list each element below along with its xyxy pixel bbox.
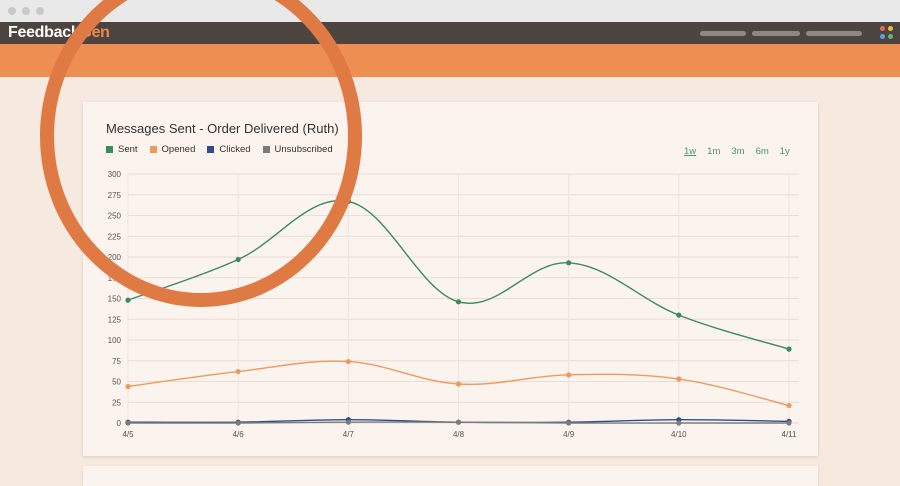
data-point-unsubscribed xyxy=(676,420,682,426)
y-tick-label: 75 xyxy=(112,357,121,366)
legend-swatch-unsubscribed xyxy=(262,146,270,153)
y-tick-label: 300 xyxy=(108,170,122,179)
nav-item-3[interactable] xyxy=(806,31,862,36)
data-point-unsubscribed xyxy=(786,420,792,426)
data-point-opened xyxy=(455,381,462,387)
data-point-opened xyxy=(345,358,351,365)
sub-header-bar xyxy=(0,44,900,77)
data-point-opened xyxy=(676,376,682,382)
legend-swatch-sent xyxy=(106,146,113,153)
legend-label-unsubscribed: Unsubscribed xyxy=(274,144,333,155)
y-tick-label: 225 xyxy=(108,232,122,241)
window-close-dot[interactable] xyxy=(8,7,16,15)
range-1w[interactable]: 1w xyxy=(684,146,697,157)
legend-item-opened[interactable]: Opened xyxy=(149,144,196,155)
data-point-unsubscribed xyxy=(345,419,351,425)
data-point-opened xyxy=(566,372,572,378)
nav-item-2[interactable] xyxy=(752,31,800,36)
data-point-unsubscribed xyxy=(125,420,131,426)
x-tick-label: 4/6 xyxy=(233,430,245,439)
legend-item-unsubscribed[interactable]: Unsubscribed xyxy=(262,144,333,155)
chart-card xyxy=(83,102,818,456)
y-tick-label: 150 xyxy=(108,295,122,304)
chart-legend: Sent Opened Clicked Unsubscribed xyxy=(106,144,333,155)
range-1m[interactable]: 1m xyxy=(707,146,721,157)
window-minimize-dot[interactable] xyxy=(22,7,30,15)
y-tick-label: 0 xyxy=(117,419,122,428)
data-point-sent xyxy=(676,312,682,318)
x-tick-label: 4/9 xyxy=(563,430,575,439)
data-point-sent xyxy=(786,346,792,352)
y-tick-label: 25 xyxy=(112,398,121,407)
data-point-sent xyxy=(566,260,572,266)
legend-item-sent[interactable]: Sent xyxy=(106,144,138,155)
y-tick-label: 175 xyxy=(108,274,122,283)
y-tick-label: 100 xyxy=(108,336,122,345)
legend-item-clicked[interactable]: Clicked xyxy=(207,144,251,155)
apps-grid-icon[interactable] xyxy=(880,26,894,40)
y-tick-label: 200 xyxy=(108,253,122,262)
data-point-sent xyxy=(125,297,131,303)
x-tick-label: 4/8 xyxy=(453,430,465,439)
x-tick-label: 4/7 xyxy=(343,430,355,439)
x-tick-label: 4/11 xyxy=(782,430,798,439)
legend-label-opened: Opened xyxy=(161,144,196,155)
logo-text-accent: Gen xyxy=(79,24,110,41)
data-point-opened xyxy=(125,383,131,390)
data-point-unsubscribed xyxy=(566,420,572,426)
line-chart: 0 25 50 75 100 125 150 175 200 225 250 275 300 4/5 4/6… xyxy=(108,170,799,439)
range-3m[interactable]: 3m xyxy=(731,146,745,157)
nav-item-1[interactable] xyxy=(700,31,746,36)
data-point-opened xyxy=(786,402,792,409)
y-tick-label: 50 xyxy=(112,378,121,387)
data-point-opened xyxy=(235,368,241,375)
data-point-sent xyxy=(455,299,462,305)
x-tick-label: 4/5 xyxy=(122,430,134,439)
data-point-sent xyxy=(345,198,351,204)
y-tick-label: 275 xyxy=(108,191,122,200)
legend-label-sent: Sent xyxy=(118,144,138,155)
range-6m[interactable]: 6m xyxy=(755,146,769,157)
chart-title: Messages Sent - Order Delivered (Ruth) xyxy=(106,121,339,136)
legend-label-clicked: Clicked xyxy=(219,144,251,155)
legend-swatch-clicked xyxy=(207,146,215,153)
y-tick-label: 250 xyxy=(108,212,122,221)
range-1y[interactable]: 1y xyxy=(779,146,790,157)
data-point-unsubscribed xyxy=(235,420,241,426)
y-tick-label: 125 xyxy=(108,315,122,324)
data-point-unsubscribed xyxy=(455,419,462,425)
data-point-sent xyxy=(235,256,241,263)
legend-swatch-opened xyxy=(149,146,157,153)
x-tick-label: 4/10 xyxy=(671,430,687,439)
range-selector: 1w 1m 3m 6m 1y xyxy=(684,146,790,157)
